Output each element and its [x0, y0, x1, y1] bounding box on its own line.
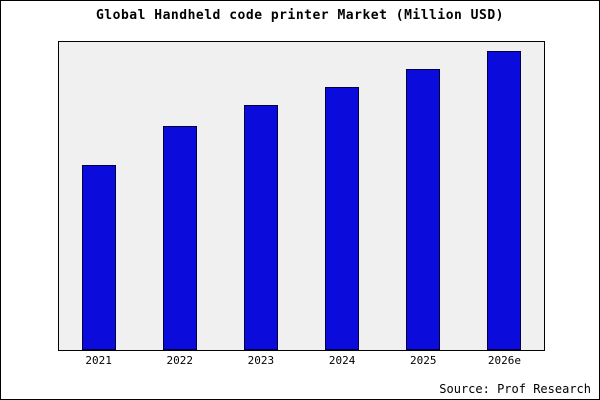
bar-2024: [324, 86, 359, 350]
chart-title: Global Handheld code printer Market (Mil…: [95, 8, 504, 23]
x-tick-2022: 2022: [166, 354, 194, 367]
x-tick-2021: 2021: [85, 354, 112, 367]
bar-2023: [244, 104, 279, 350]
bar-column: [140, 42, 221, 350]
bar-2021: [82, 164, 117, 350]
bar-2025: [405, 68, 440, 350]
source-caption: Source: Prof Research: [439, 382, 591, 396]
x-tick-2024: 2024: [328, 354, 356, 367]
x-tick-2026e: 2026e: [487, 354, 521, 367]
bar-column: [301, 42, 382, 350]
x-tick-2025: 2025: [410, 354, 437, 367]
x-tick-2023: 2023: [247, 354, 275, 367]
x-axis: 2021 2022 2023 2024 2025 2026e: [58, 354, 545, 367]
bar-column: [463, 42, 544, 350]
bar-2022: [163, 125, 198, 350]
bar-column: [59, 42, 140, 350]
bar-column: [221, 42, 302, 350]
bar-column: [382, 42, 463, 350]
bar-2026e: [486, 50, 521, 350]
plot-area: [58, 41, 545, 351]
